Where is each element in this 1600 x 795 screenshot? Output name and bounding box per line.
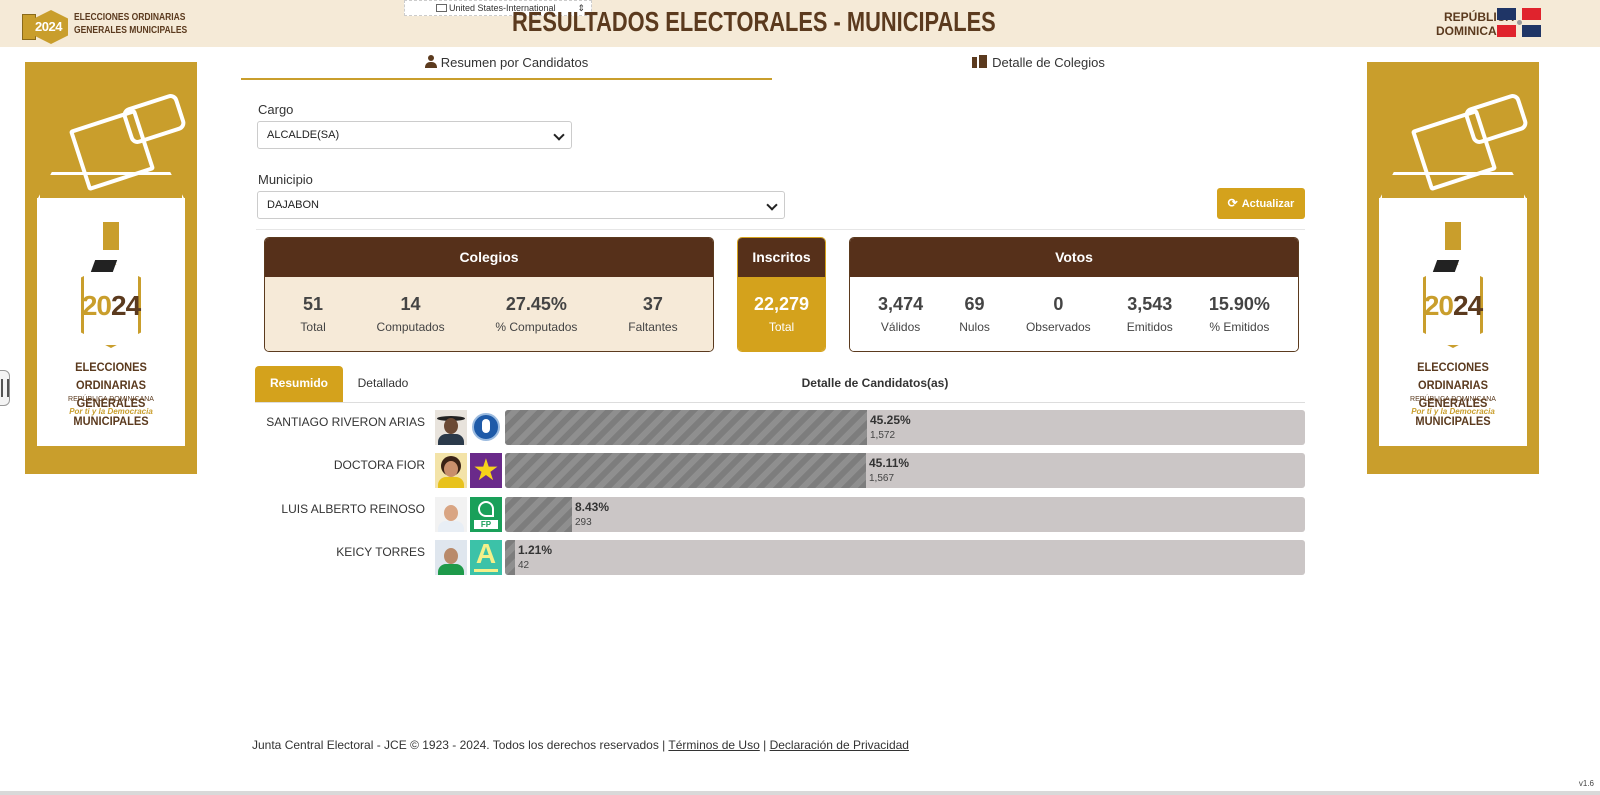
terms-link[interactable]: Términos de Uso (668, 738, 760, 752)
privacy-link[interactable]: Declaración de Privacidad (769, 738, 909, 752)
banner-title: ELECCIONES ORDINARIAS GENERALES MUNICIPAL… (73, 360, 149, 428)
candidate-photo (435, 410, 467, 445)
vote-bar-fill (505, 410, 867, 445)
updown-icon: ⇕ (577, 3, 585, 13)
votos-emitidos: 3,543 Emitidos (1126, 294, 1173, 334)
votos-observados: 0 Observados (1025, 294, 1091, 334)
cargo-label: Cargo (258, 102, 294, 117)
plp-party-logo-icon (470, 410, 502, 445)
vote-bar-fill (505, 540, 515, 575)
footer: Junta Central Electoral - JCE © 1923 - 2… (252, 738, 909, 752)
candidate-row: KEICY TORRES A 1.21% 42 (255, 538, 1305, 576)
alianza-pais-logo-icon: A (470, 538, 502, 575)
page-title: RESULTADOS ELECTORALES - MUNICIPALES (512, 6, 996, 37)
tab-resumido[interactable]: Resumido (255, 366, 343, 402)
ballot-logo-icon: 2024 (22, 4, 68, 44)
keyboard-icon (436, 4, 447, 12)
jce-2024-logo: 2024 ELECCIONES ORDINARIAS GENERALES MUN… (22, 4, 207, 44)
votos-nulos: 69 Nulos (959, 294, 990, 334)
jce-logo-icon (103, 222, 119, 250)
right-election-banner: 2024 ELECCIONES ORDINARIAS GENERALES MUNI… (1367, 62, 1539, 474)
top-header: 2024 ELECCIONES ORDINARIAS GENERALES MUN… (0, 0, 1600, 47)
candidate-row: SANTIAGO RIVERON ARIAS 45.25% 1,572 (255, 410, 1305, 446)
cargo-select[interactable]: ALCALDE(SA) (257, 121, 572, 149)
candidate-row: DOCTORA FIOR ★ 45.11% 1,567 (255, 453, 1305, 489)
update-button[interactable]: ⟳ Actualizar (1217, 188, 1305, 219)
tab-detalle-de-colegios[interactable]: Detalle de Colegios (772, 50, 1305, 80)
bottom-border (0, 791, 1600, 795)
colegios-pct-computados: 27.45%% Computados (495, 294, 578, 334)
refresh-icon: ⟳ (1227, 196, 1238, 210)
fp-party-logo-icon: FP (470, 497, 502, 532)
votos-validos: 3,474 Válidos (878, 294, 924, 334)
pld-star-logo-icon: ★ (470, 453, 502, 488)
dominican-flag-icon (1497, 8, 1543, 38)
candidate-row: LUIS ALBERTO REINOSO FP 8.43% 293 (255, 497, 1305, 533)
banner-year: 2024 (1423, 290, 1483, 321)
vote-bar: 1.21% 42 (505, 540, 1305, 575)
jce-logo-icon (1445, 222, 1461, 250)
chevron-down-icon (766, 199, 778, 211)
keyboard-layout-indicator[interactable]: United States-International ⇕ (404, 0, 592, 16)
candidate-photo (435, 453, 467, 488)
left-election-banner: 2024 ELECCIONES ORDINARIAS GENERALES MUNI… (25, 62, 197, 474)
tab-resumen-por-candidatos[interactable]: Resumen por Candidatos (241, 50, 772, 80)
vote-bar: 45.25% 1,572 (505, 410, 1305, 445)
colegios-total: 51 Total (300, 294, 326, 334)
tab-detallado[interactable]: Detallado (357, 376, 409, 390)
votos-pct-emitidos: 15.90%% Emitidos (1208, 294, 1270, 334)
vote-bar: 45.11% 1,567 (505, 453, 1305, 488)
colegios-card: Colegios 51 Total 14 Computados 27.45%% Co… (264, 237, 714, 352)
results-tabs: Resumido Detallado Detalle de Candidatos… (255, 366, 1305, 403)
divider (256, 229, 1305, 230)
country-label: REPÚBLICA DOMINICANA (1436, 10, 1514, 38)
municipio-select[interactable]: DAJABON (257, 191, 785, 219)
inscritos-card: Inscritos 22,279 Total (737, 237, 826, 352)
logo-text: ELECCIONES ORDINARIAS GENERALES MUNICIPA… (74, 12, 188, 36)
municipio-label: Municipio (258, 172, 313, 187)
colegios-computados: 14 Computados (376, 294, 445, 334)
inscritos-total: 22,279 Total (753, 294, 810, 334)
side-panel-handle[interactable] (0, 370, 10, 406)
vote-bar-fill (505, 453, 866, 488)
section-title: Detalle de Candidatos(as) (801, 376, 949, 390)
candidate-photo (435, 540, 467, 575)
main-tabs: Resumen por Candidatos Detalle de Colegi… (241, 50, 1305, 80)
school-icon (972, 55, 988, 68)
chevron-down-icon (553, 129, 565, 141)
banner-year: 2024 (81, 290, 141, 321)
vote-bar-fill (505, 497, 572, 532)
candidate-photo (435, 497, 467, 532)
vote-bar: 8.43% 293 (505, 497, 1305, 532)
colegios-faltantes: 37 Faltantes (628, 294, 678, 334)
votos-card: Votos 3,474 Válidos 69 Nulos 0 Observados 3… (849, 237, 1299, 352)
person-icon (424, 55, 437, 68)
version-label: v1.6 (1578, 779, 1594, 788)
banner-title: ELECCIONES ORDINARIAS GENERALES MUNICIPAL… (1415, 360, 1491, 428)
